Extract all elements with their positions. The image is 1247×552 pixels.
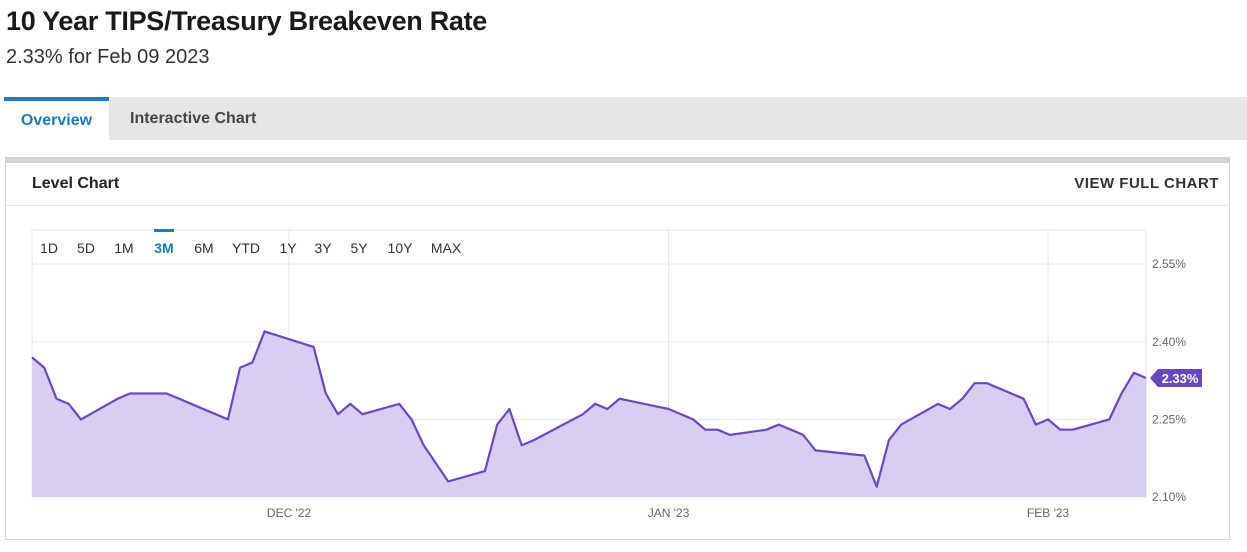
chart-plot [30, 329, 1148, 497]
data-point [54, 397, 58, 401]
data-point [42, 366, 46, 370]
range-button-1d[interactable]: 1D [40, 240, 58, 256]
data-point [165, 392, 169, 396]
data-point [397, 402, 401, 406]
data-point [716, 428, 720, 432]
data-point [67, 402, 71, 406]
data-point [312, 345, 316, 349]
tab-overview[interactable]: Overview [4, 97, 109, 140]
data-point [887, 438, 891, 442]
chart-axes: 2.10% 2.25% 2.40% 2.55% DEC '22 JAN '23 FEB '2… [267, 257, 1186, 520]
data-point [532, 438, 536, 442]
data-point [348, 402, 352, 406]
data-point [238, 366, 242, 370]
data-point [422, 443, 426, 447]
y-tick-label: 2.10% [1152, 490, 1186, 504]
data-point [409, 417, 413, 421]
data-point [116, 397, 120, 401]
data-point [1046, 417, 1050, 421]
data-point [214, 412, 218, 416]
data-point [813, 448, 817, 452]
range-button-5y[interactable]: 5Y [350, 240, 368, 256]
range-button-10y[interactable]: 10Y [388, 240, 414, 256]
range-selector: 1D 5D 1M 3M 6M YTD 1Y 3Y 5Y 10Y MAX [40, 229, 462, 256]
last-value-badge: 2.33% [1150, 368, 1202, 387]
range-button-3m[interactable]: 3M [154, 240, 173, 256]
data-point [128, 392, 132, 396]
data-point [507, 407, 511, 411]
data-point [936, 402, 940, 406]
range-button-5d[interactable]: 5D [77, 240, 95, 256]
data-point [801, 433, 805, 437]
data-point [618, 397, 622, 401]
data-point [336, 412, 340, 416]
data-point [1071, 428, 1075, 432]
data-point [581, 412, 585, 416]
data-point [1022, 397, 1026, 401]
data-point [948, 407, 952, 411]
data-point [1034, 423, 1038, 427]
data-point [483, 469, 487, 473]
y-tick-label: 2.40% [1152, 335, 1186, 349]
data-point [226, 417, 230, 421]
y-tick-label: 2.55% [1152, 257, 1186, 271]
range-button-ytd[interactable]: YTD [232, 240, 260, 256]
data-point [79, 417, 83, 421]
data-point [1120, 392, 1124, 396]
range-button-1y[interactable]: 1Y [279, 240, 297, 256]
panel-header: Level Chart VIEW FULL CHART [6, 163, 1229, 206]
active-range-indicator [154, 229, 174, 232]
x-tick-label: JAN '23 [648, 506, 690, 520]
data-point [703, 428, 707, 432]
data-point [1107, 417, 1111, 421]
range-button-1m[interactable]: 1M [114, 240, 133, 256]
data-point [875, 485, 879, 489]
x-tick-label: DEC '22 [267, 506, 312, 520]
data-point [593, 402, 597, 406]
range-button-max[interactable]: MAX [431, 240, 462, 256]
data-point [899, 423, 903, 427]
data-point [789, 428, 793, 432]
data-point [495, 423, 499, 427]
data-point [446, 479, 450, 483]
data-point [691, 417, 695, 421]
data-point [973, 381, 977, 385]
data-point [985, 381, 989, 385]
data-point [1144, 376, 1148, 380]
range-button-6m[interactable]: 6M [194, 240, 213, 256]
data-point [777, 423, 781, 427]
page-subtitle: 2.33% for Feb 09 2023 [6, 46, 210, 68]
last-value-badge-shape [1150, 368, 1202, 387]
data-point [520, 443, 524, 447]
data-point [250, 360, 254, 364]
data-point [1132, 371, 1136, 375]
data-point [728, 433, 732, 437]
data-point [1058, 428, 1062, 432]
series-line [31, 330, 1147, 488]
x-tick-label: FEB '23 [1027, 506, 1070, 520]
series-area [32, 331, 1146, 497]
data-point [667, 407, 671, 411]
data-point [862, 454, 866, 458]
data-point [765, 428, 769, 432]
tab-bar: Overview Interactive Chart [4, 97, 1247, 140]
tab-interactive-chart[interactable]: Interactive Chart [130, 110, 257, 127]
panel-title: Level Chart [32, 175, 120, 192]
data-point [960, 397, 964, 401]
last-value-label: 2.33% [1162, 371, 1199, 386]
data-point [324, 392, 328, 396]
y-tick-label: 2.25% [1152, 412, 1186, 426]
view-full-chart-link[interactable]: VIEW FULL CHART [1074, 175, 1219, 192]
data-point [30, 355, 34, 359]
data-point [361, 412, 365, 416]
data-point [605, 407, 609, 411]
page-title: 10 Year TIPS/Treasury Breakeven Rate [6, 6, 488, 36]
data-point [263, 329, 267, 333]
range-button-3y[interactable]: 3Y [314, 240, 332, 256]
